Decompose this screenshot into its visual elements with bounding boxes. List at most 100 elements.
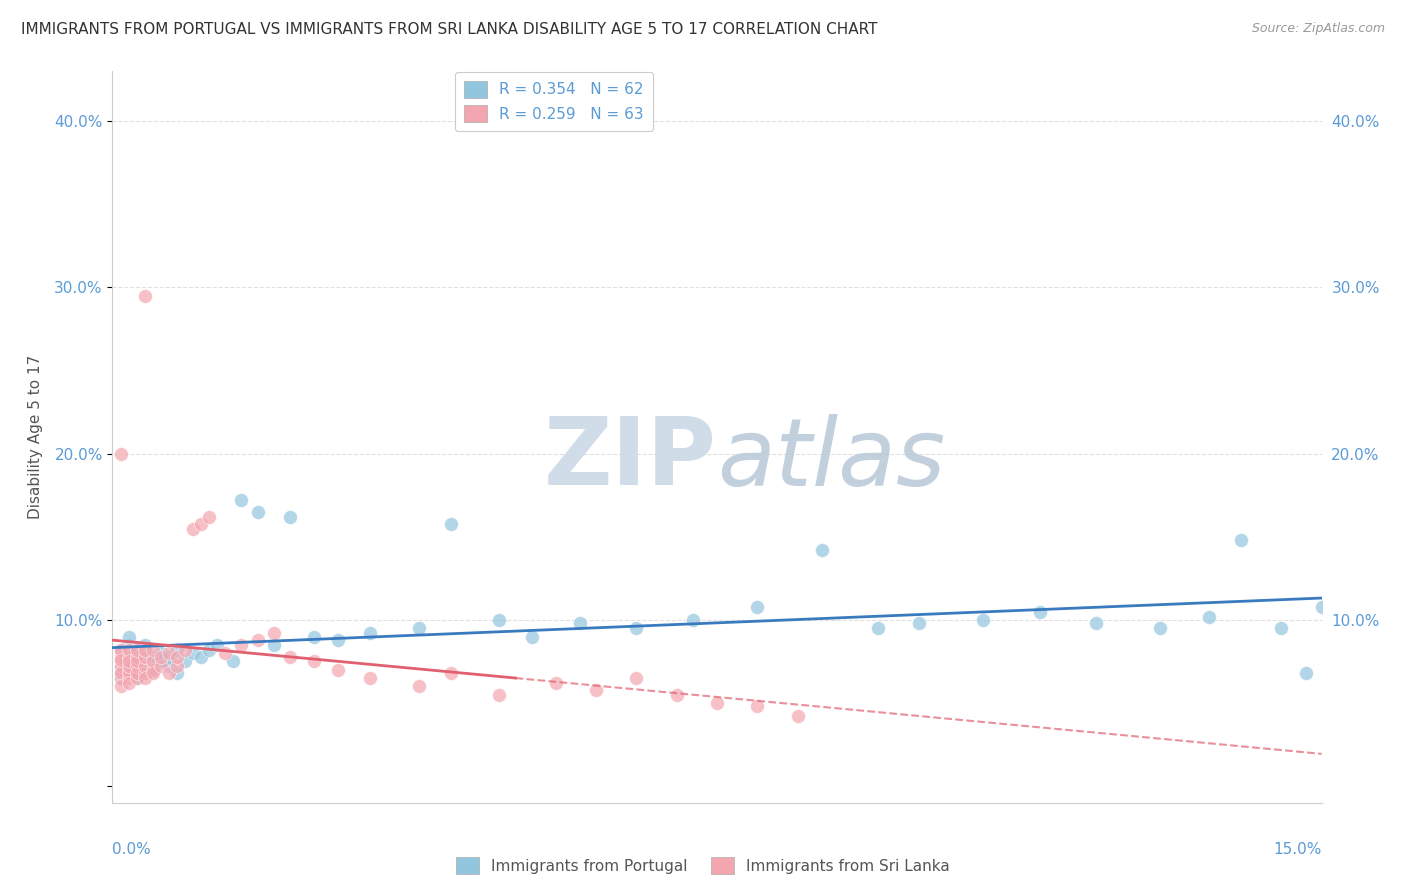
Point	[134, 663, 156, 677]
Point	[117, 643, 139, 657]
Point	[117, 655, 139, 669]
Point	[166, 649, 188, 664]
Point	[157, 649, 180, 664]
Point	[110, 643, 132, 657]
Point	[166, 659, 188, 673]
Point	[110, 663, 132, 677]
Point	[125, 643, 148, 657]
Point	[117, 666, 139, 681]
Point	[181, 646, 204, 660]
Point	[142, 649, 165, 664]
Point	[166, 643, 188, 657]
Point	[278, 649, 301, 664]
Point	[125, 671, 148, 685]
Point	[408, 680, 430, 694]
Point	[149, 659, 172, 673]
Point	[134, 638, 156, 652]
Point	[157, 659, 180, 673]
Point	[117, 646, 139, 660]
Point	[110, 653, 132, 667]
Point	[1310, 599, 1333, 614]
Point	[117, 663, 139, 677]
Point	[125, 659, 148, 673]
Point	[125, 671, 148, 685]
Point	[125, 655, 148, 669]
Point	[134, 666, 156, 681]
Point	[142, 643, 165, 657]
Point	[110, 659, 132, 673]
Point	[811, 543, 834, 558]
Point	[174, 643, 197, 657]
Point	[117, 676, 139, 690]
Point	[110, 447, 132, 461]
Point	[142, 663, 165, 677]
Point	[520, 630, 543, 644]
Point	[134, 646, 156, 660]
Point	[117, 659, 139, 673]
Point	[157, 646, 180, 660]
Point	[117, 638, 139, 652]
Point	[1198, 609, 1220, 624]
Point	[263, 626, 285, 640]
Point	[149, 649, 172, 664]
Point	[190, 516, 212, 531]
Point	[190, 649, 212, 664]
Point	[1149, 621, 1171, 635]
Point	[246, 505, 269, 519]
Point	[569, 616, 592, 631]
Point	[134, 671, 156, 685]
Point	[110, 646, 132, 660]
Point	[110, 680, 132, 694]
Point	[110, 659, 132, 673]
Legend: Immigrants from Portugal, Immigrants from Sri Lanka: Immigrants from Portugal, Immigrants fro…	[450, 851, 956, 880]
Point	[125, 643, 148, 657]
Point	[488, 613, 510, 627]
Point	[110, 655, 132, 669]
Point	[117, 671, 139, 685]
Point	[302, 630, 325, 644]
Point	[359, 626, 381, 640]
Text: atlas: atlas	[717, 414, 945, 505]
Point	[110, 666, 132, 681]
Point	[157, 666, 180, 681]
Point	[117, 649, 139, 664]
Point	[110, 671, 132, 685]
Point	[214, 646, 236, 660]
Point	[134, 649, 156, 664]
Point	[125, 655, 148, 669]
Point	[328, 632, 350, 647]
Point	[231, 493, 253, 508]
Point	[747, 599, 769, 614]
Point	[149, 646, 172, 660]
Point	[110, 649, 132, 664]
Point	[110, 655, 132, 669]
Point	[626, 671, 648, 685]
Point	[246, 632, 269, 647]
Point	[302, 655, 325, 669]
Legend: R = 0.354   N = 62, R = 0.259   N = 63: R = 0.354 N = 62, R = 0.259 N = 63	[454, 71, 652, 131]
Point	[174, 655, 197, 669]
Point	[359, 671, 381, 685]
Point	[408, 621, 430, 635]
Point	[125, 649, 148, 664]
Point	[682, 613, 704, 627]
Point	[110, 643, 132, 657]
Point	[747, 699, 769, 714]
Point	[786, 709, 808, 723]
Point	[125, 659, 148, 673]
Point	[117, 663, 139, 677]
Point	[142, 666, 165, 681]
Point	[117, 649, 139, 664]
Text: 15.0%: 15.0%	[1274, 842, 1322, 856]
Point	[665, 688, 688, 702]
Point	[125, 666, 148, 681]
Point	[907, 616, 929, 631]
Point	[1028, 605, 1050, 619]
Point	[117, 630, 139, 644]
Point	[544, 676, 567, 690]
Point	[134, 659, 156, 673]
Point	[142, 655, 165, 669]
Point	[110, 666, 132, 681]
Point	[198, 643, 221, 657]
Point	[440, 666, 463, 681]
